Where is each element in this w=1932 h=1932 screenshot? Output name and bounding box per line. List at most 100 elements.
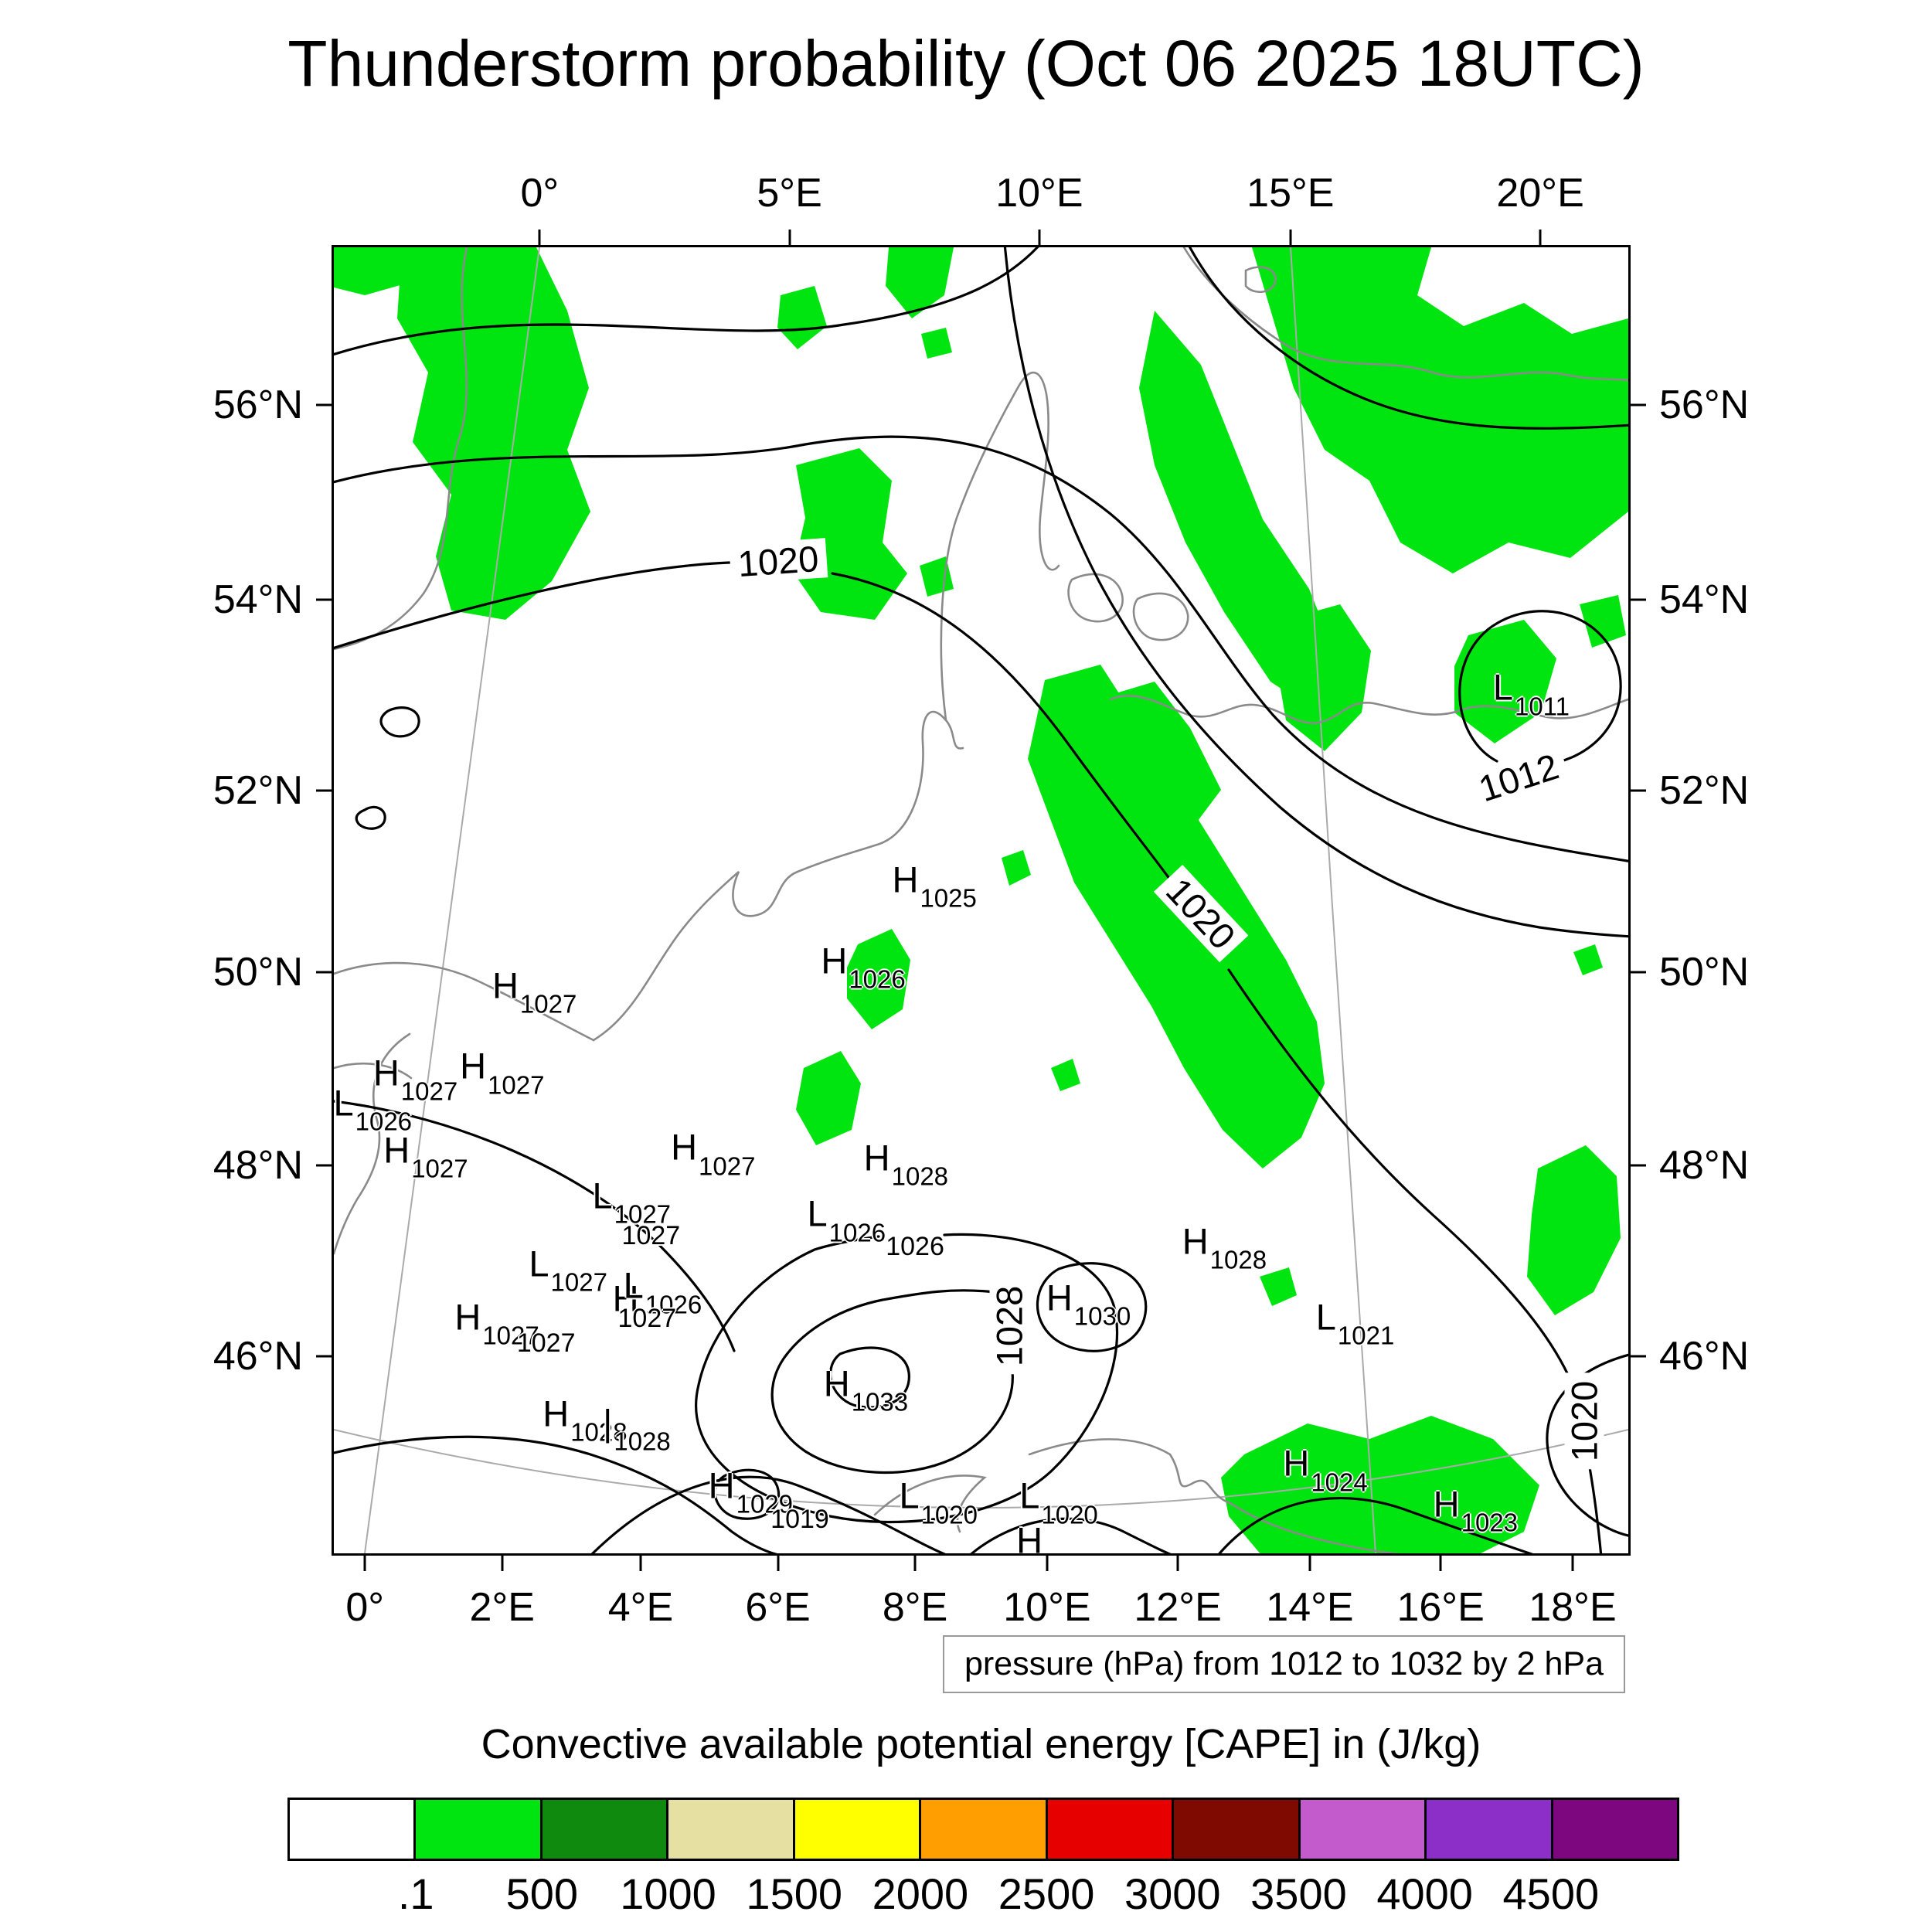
colorbar-cell bbox=[1172, 1800, 1298, 1859]
coastline bbox=[334, 247, 468, 651]
axis-label: 50°N bbox=[213, 949, 303, 995]
axis-tick bbox=[316, 598, 332, 601]
colorbar-cell bbox=[290, 1800, 414, 1859]
axis-tick bbox=[1038, 230, 1041, 245]
axis-tick bbox=[1631, 1355, 1646, 1358]
axis-label: 10°E bbox=[1003, 1585, 1091, 1630]
isobar bbox=[334, 1100, 736, 1352]
map-frame: L1011 H1025 H1026 H1027 H1027 H1027 L1026 H1027… bbox=[213, 173, 1749, 1628]
isobar bbox=[1458, 610, 1622, 764]
axis-label: 48°N bbox=[213, 1143, 303, 1189]
axis-label: 18°E bbox=[1529, 1585, 1617, 1630]
colorbar-cell bbox=[792, 1800, 920, 1859]
map-canvas: L1011 H1025 H1026 H1027 H1027 H1027 L1026 H1027… bbox=[334, 247, 1628, 1553]
pressure-value-label: 1027 bbox=[617, 1303, 677, 1333]
axis-label: 10°E bbox=[995, 171, 1083, 216]
isobar bbox=[590, 1475, 946, 1553]
axis-tick bbox=[1631, 789, 1646, 792]
contour-label: 1028 bbox=[989, 1277, 1030, 1375]
pressure-label: L1020 bbox=[1019, 1475, 1098, 1529]
colorbar-tick-label: 4000 bbox=[1376, 1869, 1473, 1918]
axis-label: 46°N bbox=[213, 1333, 303, 1379]
axis-tick bbox=[316, 1355, 332, 1358]
cape-region bbox=[847, 929, 910, 1029]
isobar bbox=[334, 560, 768, 650]
colorbar-tick-label: 3500 bbox=[1250, 1869, 1347, 1918]
pressure-label: H1027 bbox=[383, 1129, 468, 1183]
axis-label: 0° bbox=[520, 171, 560, 216]
pressure-label: L1020 bbox=[899, 1475, 978, 1529]
coastline bbox=[1182, 247, 1628, 382]
colorbar-tick-label: 2500 bbox=[998, 1869, 1095, 1918]
axis-label: 8°E bbox=[882, 1585, 948, 1630]
cape-region bbox=[796, 1051, 861, 1145]
pressure-label: L1011 bbox=[1492, 666, 1570, 721]
pressure-value-label: 1026 bbox=[886, 1231, 944, 1261]
axis-label: 5°E bbox=[757, 171, 822, 216]
colorbar-cell bbox=[1298, 1800, 1425, 1859]
isobar bbox=[1036, 1262, 1148, 1352]
colorbar-tick-label: 1000 bbox=[620, 1869, 716, 1918]
isobar bbox=[334, 247, 1039, 356]
cape-region-layer bbox=[334, 247, 1628, 1553]
axis-label: 20°E bbox=[1496, 171, 1584, 216]
axis-label: 4°E bbox=[607, 1585, 674, 1630]
axis-tick bbox=[1439, 1556, 1442, 1571]
graticule-layer bbox=[334, 247, 1628, 1553]
isobar bbox=[831, 572, 1185, 900]
pressure-label: L1026 bbox=[807, 1192, 886, 1247]
cape-region bbox=[1580, 595, 1626, 648]
axis-tick bbox=[1571, 1556, 1574, 1571]
pressure-label: |1028 bbox=[603, 1402, 671, 1456]
axis-label: 12°E bbox=[1134, 1585, 1222, 1630]
isobar bbox=[1003, 247, 1628, 938]
colorbar-tick-label: .1 bbox=[397, 1869, 434, 1918]
isobar bbox=[334, 435, 1628, 862]
coastline bbox=[334, 961, 595, 1042]
graticule-meridian bbox=[1290, 247, 1376, 1553]
axis-label: 52°N bbox=[213, 768, 303, 814]
coastline bbox=[1067, 573, 1124, 623]
colorbar-tick-label: 2000 bbox=[872, 1869, 969, 1918]
map-svg bbox=[334, 247, 1628, 1553]
contour-label: 1020 bbox=[1564, 1373, 1605, 1470]
cape-region bbox=[1277, 604, 1371, 751]
coastline bbox=[1132, 592, 1189, 641]
pressure-value-label: 1027 bbox=[516, 1328, 576, 1358]
pressure-label: H1027 bbox=[492, 964, 577, 1019]
pressure-label: L1026 bbox=[623, 1264, 702, 1319]
isobar bbox=[770, 1289, 1014, 1475]
isobar bbox=[379, 706, 420, 738]
map-labels-layer: L1011 H1025 H1026 H1027 H1027 H1027 L1026 H1027… bbox=[334, 247, 1628, 1553]
coastline bbox=[1244, 266, 1277, 293]
legend-title: Convective available potential energy [C… bbox=[481, 1721, 1481, 1767]
axis-tick bbox=[1176, 1556, 1179, 1571]
pressure-label: L1027 bbox=[529, 1243, 607, 1297]
pressure-label: H1025 bbox=[892, 859, 977, 913]
axis-label: 0° bbox=[345, 1585, 385, 1630]
colorbar-cell bbox=[666, 1800, 793, 1859]
colorbar-cell bbox=[919, 1800, 1046, 1859]
coastline bbox=[873, 1475, 987, 1533]
contour-label: 1020 bbox=[728, 538, 828, 584]
coastline bbox=[1109, 695, 1628, 724]
isobar bbox=[829, 1346, 910, 1409]
pressure-caption: pressure (hPa) from 1012 to 1032 by 2 hP… bbox=[942, 1635, 1625, 1694]
cape-region bbox=[1260, 1267, 1297, 1306]
pressure-label: H bbox=[612, 1277, 639, 1319]
pressure-label: L1026 bbox=[334, 1082, 413, 1136]
isobar bbox=[1188, 247, 1628, 430]
cape-region bbox=[1002, 850, 1031, 886]
axis-label: 2°E bbox=[469, 1585, 535, 1630]
isobar bbox=[713, 1468, 781, 1520]
axis-tick bbox=[777, 1556, 780, 1571]
cape-region bbox=[1221, 1416, 1539, 1553]
colorbar-tick-label: 3000 bbox=[1124, 1869, 1221, 1918]
cape-region bbox=[1252, 247, 1628, 573]
pressure-label: H1029 bbox=[708, 1464, 794, 1519]
axis-tick bbox=[316, 789, 332, 792]
axis-label: 48°N bbox=[1659, 1143, 1750, 1189]
colorbar: .1 500 1000 1500 2000 2500 3000 3500 4000 4500 bbox=[287, 1798, 1679, 1916]
axis-tick bbox=[1308, 1556, 1311, 1571]
axis-tick bbox=[1631, 598, 1646, 601]
